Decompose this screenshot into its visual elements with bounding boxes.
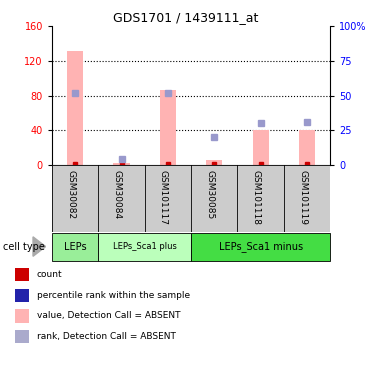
- Bar: [253, 130, 269, 165]
- Bar: [299, 130, 315, 165]
- Text: GDS1701 / 1439111_at: GDS1701 / 1439111_at: [113, 11, 258, 24]
- Bar: [15, 289, 29, 302]
- Text: percentile rank within the sample: percentile rank within the sample: [36, 291, 190, 300]
- Polygon shape: [33, 237, 46, 256]
- Text: GSM30082: GSM30082: [66, 170, 75, 219]
- Bar: [160, 90, 176, 165]
- Text: GSM101118: GSM101118: [252, 170, 260, 225]
- Text: cell type: cell type: [3, 242, 45, 252]
- FancyBboxPatch shape: [98, 232, 191, 261]
- Text: value, Detection Call = ABSENT: value, Detection Call = ABSENT: [36, 311, 180, 320]
- Text: count: count: [36, 270, 62, 279]
- Text: LEPs_Sca1 plus: LEPs_Sca1 plus: [113, 242, 177, 251]
- Text: LEPs_Sca1 minus: LEPs_Sca1 minus: [219, 241, 303, 252]
- Bar: [114, 163, 129, 165]
- Text: GSM101119: GSM101119: [298, 170, 307, 225]
- Text: GSM30085: GSM30085: [205, 170, 214, 220]
- Text: LEPs: LEPs: [64, 242, 86, 252]
- FancyBboxPatch shape: [52, 232, 98, 261]
- FancyBboxPatch shape: [191, 232, 330, 261]
- Text: rank, Detection Call = ABSENT: rank, Detection Call = ABSENT: [36, 332, 175, 341]
- Bar: [15, 268, 29, 281]
- Bar: [67, 51, 83, 165]
- Bar: [15, 330, 29, 343]
- Bar: [15, 309, 29, 322]
- Text: GSM101117: GSM101117: [159, 170, 168, 225]
- Bar: [206, 160, 222, 165]
- Text: GSM30084: GSM30084: [112, 170, 122, 219]
